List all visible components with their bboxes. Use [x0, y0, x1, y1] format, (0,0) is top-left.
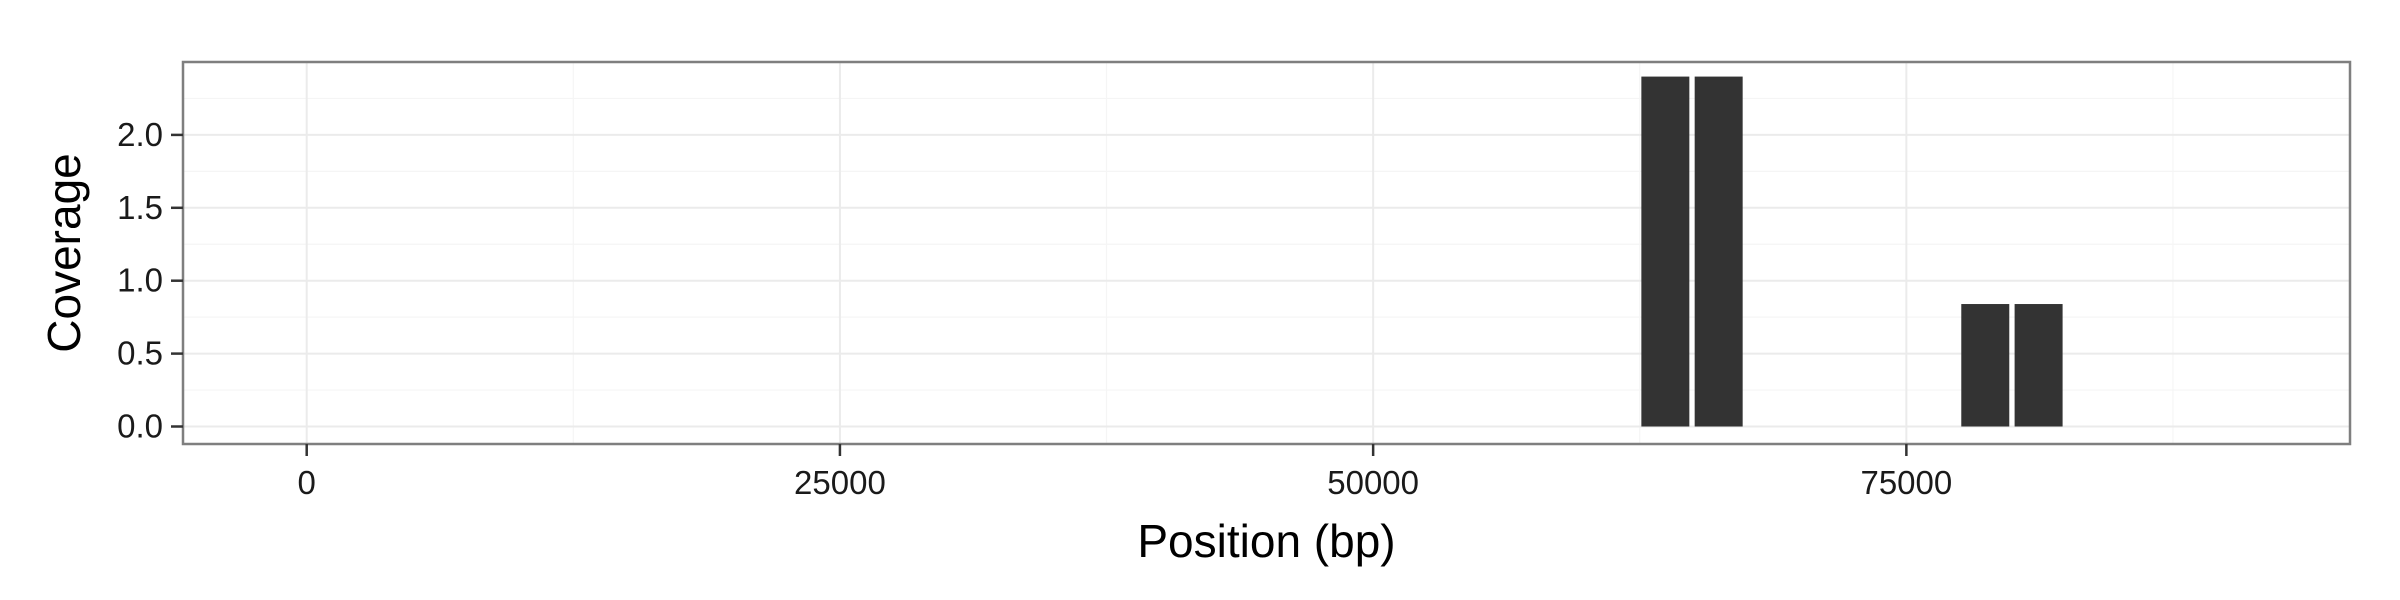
x-axis-title: Position (bp)	[1137, 515, 1395, 567]
plot-panel-border	[181, 60, 2352, 446]
y-tick-label: 2.0	[117, 116, 163, 153]
coverage-bar	[1961, 304, 2010, 427]
x-tick-label: 75000	[1860, 464, 1952, 501]
y-tick-label: 1.5	[117, 189, 163, 226]
coverage-bar	[2014, 304, 2063, 427]
x-axis: 0 25000 50000 75000	[298, 444, 1952, 501]
y-tick-label: 0.0	[117, 408, 163, 445]
x-tick-label: 25000	[794, 464, 886, 501]
y-axis: 0.0 0.5 1.0 1.5 2.0	[117, 116, 183, 445]
y-tick-label: 0.5	[117, 335, 163, 372]
coverage-bar	[1694, 76, 1743, 427]
x-tick-label: 0	[298, 464, 316, 501]
y-axis-title: Coverage	[38, 153, 90, 352]
y-tick-label: 1.0	[117, 262, 163, 299]
x-tick-label: 50000	[1327, 464, 1419, 501]
coverage-bar	[1641, 76, 1690, 427]
bars	[1641, 76, 2063, 427]
